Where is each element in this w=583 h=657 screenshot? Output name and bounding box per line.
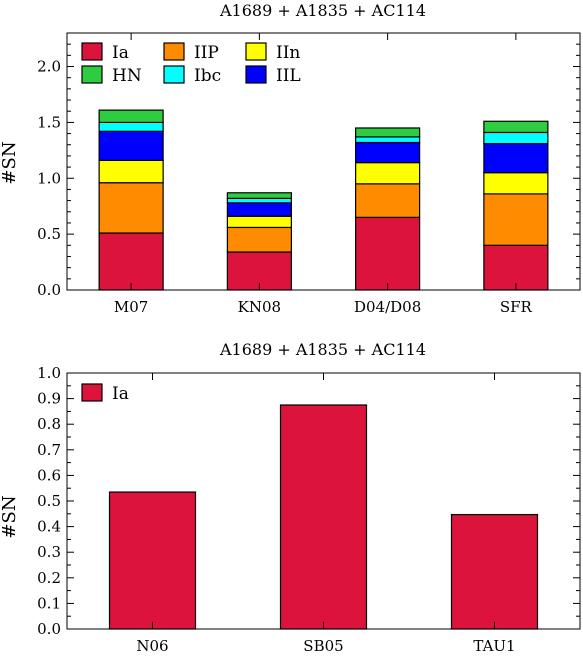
x-tick-label: N06	[136, 637, 168, 655]
plot-frame	[66, 32, 581, 291]
top-chart: A1689 + A1835 + AC114 #SN 0.0 0.5 1.0 1.5 2.…	[0, 1, 581, 316]
legend-swatch-iip	[163, 42, 185, 61]
bar-hn-sfr	[483, 120, 549, 134]
y-tick-label: 0.5	[37, 225, 61, 243]
bar-iin-sfr	[483, 172, 549, 195]
bar-ia-n06	[108, 491, 197, 630]
bar-iin-m07	[98, 159, 164, 184]
bar-ia-sb05	[279, 404, 368, 630]
legend-swatch-ia	[81, 42, 103, 61]
y-tick-label: 0.2	[37, 569, 61, 587]
bar-ibc-sfr	[483, 131, 549, 145]
y-tick-label: 0.3	[37, 543, 61, 561]
bar-iin-kn08	[226, 215, 292, 229]
legend-swatch-iil	[245, 65, 267, 84]
legend-label-hn: HN	[112, 66, 142, 86]
y-tick-label: 0.4	[37, 518, 61, 536]
bar-ia-sfr	[483, 244, 549, 291]
y-tick-label: 0.5	[37, 492, 61, 510]
y-tick-label: 0.1	[37, 594, 61, 612]
legend-label-iil: IIL	[276, 66, 301, 86]
legend-label-ibc: Ibc	[194, 66, 221, 86]
x-tick-label: SFR	[500, 298, 533, 316]
bar-iip-sfr	[483, 193, 549, 246]
bar-ia-m07	[98, 232, 164, 291]
plot-frame	[66, 372, 581, 630]
bar-iil-kn08	[226, 202, 292, 217]
bar-ibc-m07	[98, 121, 164, 132]
bar-iip-m07	[98, 182, 164, 234]
y-tick-label: 0.9	[37, 390, 61, 408]
x-tick-label: KN08	[238, 298, 281, 316]
bar-ia-d04d08	[355, 216, 421, 291]
legend-swatch-ia	[81, 383, 103, 402]
y-tick-label: 1.0	[37, 364, 61, 382]
y-tick-label: 0.0	[37, 620, 61, 638]
y-tick-label: 0.7	[37, 441, 61, 459]
bar-hn-m07	[98, 109, 164, 123]
legend-label-iip: IIP	[194, 43, 219, 63]
y-tick-label: 0.6	[37, 466, 61, 484]
bar-iin-d04d08	[355, 162, 421, 185]
x-tick-label: D04/D08	[354, 298, 421, 316]
y-tick-label: 2.0	[37, 58, 61, 76]
legend-swatch-iin	[245, 42, 267, 61]
x-tick-label: SB05	[303, 637, 343, 655]
legend-label-ia: Ia	[112, 43, 129, 63]
y-tick-label: 1.5	[37, 113, 61, 131]
y-tick-label: 0.8	[37, 415, 61, 433]
legend: Ia IIP IIn HN Ibc IIL	[81, 42, 301, 86]
chart-title: A1689 + A1835 + AC114	[219, 1, 426, 20]
legend-label-iin: IIn	[276, 43, 300, 63]
chart-title: A1689 + A1835 + AC114	[219, 340, 426, 359]
legend-label-ia: Ia	[112, 384, 129, 404]
bar-hn-d04d08	[355, 127, 421, 138]
bar-iip-kn08	[226, 226, 292, 253]
bottom-chart: A1689 + A1835 + AC114 #SN 0.0 0.1 0.2 0.3 0.…	[0, 340, 581, 655]
bar-ia-tau1	[450, 513, 539, 630]
y-tick-label: 0.0	[37, 281, 61, 299]
bar-iil-d04d08	[355, 141, 421, 164]
bar-iip-d04d08	[355, 183, 421, 218]
x-tick-label: TAU1	[473, 637, 515, 655]
y-axis-label: #SN	[0, 141, 20, 184]
y-tick-label: 1.0	[37, 169, 61, 187]
bar-hn-kn08	[226, 192, 292, 199]
legend: Ia	[81, 383, 129, 404]
legend-swatch-ibc	[163, 65, 185, 84]
bar-iil-sfr	[483, 143, 549, 174]
bar-ibc-d04d08	[355, 136, 421, 144]
bar-ibc-kn08	[226, 197, 292, 204]
y-axis-label: #SN	[0, 495, 20, 538]
x-tick-label: M07	[114, 298, 148, 316]
bar-iil-m07	[98, 130, 164, 161]
legend-swatch-hn	[81, 65, 103, 84]
